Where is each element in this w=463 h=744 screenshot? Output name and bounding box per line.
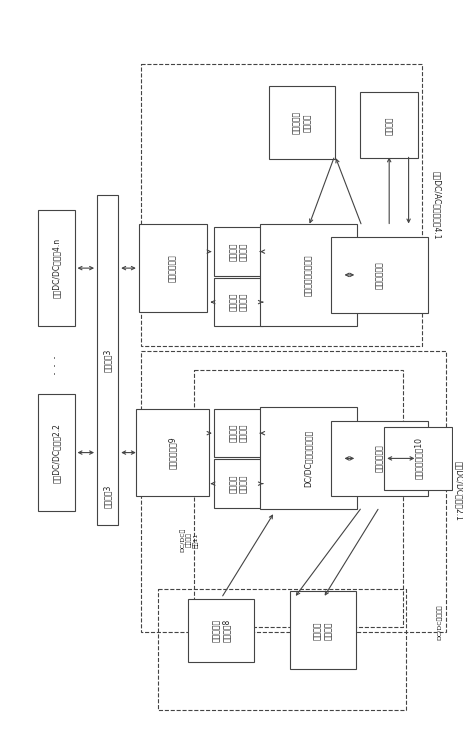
- Bar: [330, 237, 427, 312]
- Text: 信号耦合电路: 信号耦合电路: [168, 254, 177, 282]
- Text: 斩波电路
功率开关: 斩波电路 功率开关: [313, 621, 332, 640]
- Text: 载波接收
解调电路: 载波接收 解调电路: [229, 424, 248, 443]
- Bar: [359, 92, 418, 158]
- Text: 载波发送
调制电路: 载波发送 调制电路: [229, 293, 248, 311]
- Text: DC/DC斩波电路: DC/DC斩波电路: [436, 605, 442, 641]
- Bar: [140, 350, 445, 632]
- Bar: [158, 589, 405, 710]
- Bar: [138, 225, 206, 312]
- Bar: [97, 196, 118, 525]
- Text: · · ·: · · ·: [50, 355, 63, 375]
- Text: 直流母线3: 直流母线3: [103, 484, 112, 508]
- Text: 功率变流器控制电路: 功率变流器控制电路: [303, 254, 313, 295]
- Bar: [188, 599, 254, 662]
- Text: DC/DC变流器控制电路: DC/DC变流器控制电路: [303, 430, 313, 487]
- Text: 双向DC/DC变流器4.n: 双向DC/DC变流器4.n: [51, 238, 61, 298]
- Text: 底层驱动电路: 底层驱动电路: [374, 261, 383, 289]
- Bar: [214, 409, 263, 458]
- Bar: [38, 394, 75, 511]
- Text: 热插拔功率开关10: 热插拔功率开关10: [413, 437, 422, 479]
- Text: 双向DC/DC变流器2.2: 双向DC/DC变流器2.2: [51, 423, 61, 483]
- Bar: [259, 408, 357, 510]
- Bar: [136, 409, 209, 496]
- Bar: [194, 370, 402, 627]
- Bar: [214, 228, 263, 276]
- Bar: [214, 459, 263, 508]
- Text: DC/DC变
流器控制
系统11: DC/DC变 流器控制 系统11: [180, 527, 198, 552]
- Text: 载波接收
解调电路: 载波接收 解调电路: [229, 243, 248, 261]
- Text: 双向DC/AC功率变流器4.1: 双向DC/AC功率变流器4.1: [432, 171, 440, 240]
- Bar: [289, 591, 356, 669]
- Text: 直流母线3: 直流母线3: [103, 349, 112, 372]
- Bar: [140, 64, 421, 346]
- Bar: [330, 420, 427, 496]
- Text: 功率开关: 功率开关: [384, 116, 393, 135]
- Bar: [268, 86, 334, 159]
- Text: 电流、电压
测试电路: 电流、电压 测试电路: [292, 111, 311, 134]
- Bar: [259, 224, 357, 326]
- Text: 底层驱动电路: 底层驱动电路: [374, 444, 383, 472]
- Bar: [38, 210, 75, 327]
- Bar: [214, 278, 263, 327]
- Bar: [383, 427, 451, 490]
- Text: 双向DC/DC变流器2.1: 双向DC/DC变流器2.1: [454, 461, 463, 522]
- Text: 信号耦合电路9: 信号耦合电路9: [168, 436, 177, 469]
- Text: 载波发送
调制电路: 载波发送 调制电路: [229, 475, 248, 493]
- Text: 电流、电压
测试电路8: 电流、电压 测试电路8: [211, 618, 231, 642]
